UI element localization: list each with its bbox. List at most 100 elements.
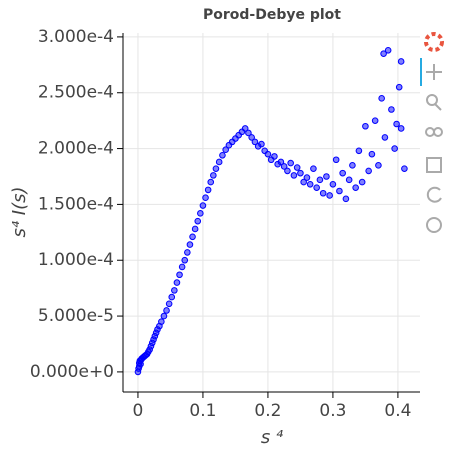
data-point — [355, 147, 363, 155]
wheel-zoom-icon — [433, 127, 443, 137]
data-point — [303, 174, 311, 181]
data-point — [204, 186, 212, 194]
data-point — [251, 138, 259, 146]
data-point — [365, 167, 372, 175]
data-point — [336, 187, 343, 195]
data-point — [397, 58, 405, 65]
data-point — [258, 140, 265, 148]
data-point — [342, 195, 350, 203]
chart-title: Porod-Debye plot — [203, 7, 341, 23]
data-point — [280, 163, 288, 170]
x-tick-label: 0.3 — [319, 401, 346, 421]
reset-tool[interactable] — [426, 186, 442, 203]
data-point — [391, 145, 398, 152]
y-axis-label: s⁴ I(s) — [9, 186, 30, 237]
data-point — [378, 95, 385, 102]
data-point — [202, 194, 209, 202]
data-point — [368, 150, 376, 158]
data-point — [397, 125, 405, 132]
data-point — [165, 300, 173, 308]
data-point — [393, 120, 400, 128]
x-tick-label: 0.2 — [254, 401, 281, 421]
bokeh-logo — [424, 32, 444, 52]
data-point — [160, 312, 168, 320]
data-point — [189, 233, 196, 241]
data-point — [222, 146, 229, 153]
data-point — [248, 134, 255, 141]
y-tick-label: 3.000e-4 — [38, 27, 114, 47]
data-point — [401, 165, 408, 172]
data-point — [339, 169, 346, 177]
help-tool[interactable] — [426, 217, 442, 233]
data-point — [284, 167, 291, 175]
x-tick-label: 0.1 — [189, 401, 216, 421]
data-point — [362, 122, 369, 130]
data-point — [381, 134, 389, 141]
data-point — [245, 129, 252, 137]
data-point — [371, 117, 379, 124]
data-point — [380, 50, 387, 57]
data-point — [300, 178, 307, 186]
data-point — [310, 165, 317, 172]
box-zoom-handle — [434, 103, 442, 111]
data-point — [375, 162, 382, 169]
data-point — [181, 256, 189, 264]
data-point — [326, 192, 333, 199]
data-point — [199, 202, 207, 209]
y-tick-label: 5.000e-5 — [38, 306, 114, 326]
y-tick-label: 1.500e-4 — [38, 194, 114, 214]
data-point — [210, 172, 217, 179]
data-point — [178, 263, 186, 271]
y-tick-label: 2.500e-4 — [38, 83, 114, 103]
pan-tool[interactable] — [426, 64, 442, 80]
data-point — [329, 181, 337, 188]
data-point — [287, 159, 294, 167]
data-point — [345, 176, 353, 184]
data-point — [191, 225, 199, 233]
data-point — [168, 293, 176, 301]
active-indicator — [420, 58, 422, 86]
data-point — [277, 158, 285, 166]
data-point — [186, 241, 194, 248]
data-point — [184, 249, 191, 256]
data-point — [197, 210, 204, 217]
data-point — [306, 181, 314, 188]
data-point — [241, 125, 249, 132]
data-point — [271, 153, 278, 160]
data-point — [207, 178, 215, 186]
data-point — [323, 173, 330, 180]
data-point — [163, 307, 170, 314]
x-tick-label: 0.4 — [384, 401, 411, 421]
x-axis-label: s ⁴ — [261, 427, 284, 448]
data-point — [194, 217, 202, 225]
data-point — [332, 156, 340, 164]
data-point — [352, 184, 359, 191]
data-point — [212, 165, 220, 172]
y-tick-label: 2.000e-4 — [38, 139, 114, 159]
data-point — [293, 164, 301, 171]
data-point — [319, 189, 327, 197]
data-point — [358, 178, 366, 186]
data-point — [264, 150, 272, 158]
data-point — [349, 162, 356, 169]
y-tick-label: 1.000e-4 — [38, 250, 114, 270]
data-point — [388, 106, 395, 113]
x-tick-label: 0 — [133, 401, 144, 421]
data-point — [395, 83, 403, 91]
data-point — [176, 271, 183, 279]
wheel-zoom-tool[interactable] — [425, 127, 435, 137]
save-tool[interactable] — [426, 157, 442, 173]
toolbar — [420, 32, 444, 233]
box-zoom-tool[interactable] — [426, 94, 438, 106]
data-point — [290, 172, 298, 179]
data-point — [219, 151, 226, 159]
data-point — [215, 158, 223, 166]
data-point — [158, 318, 165, 325]
y-tick-label: 0.000e+0 — [30, 362, 114, 382]
data-point — [173, 279, 181, 286]
data-point — [384, 47, 392, 54]
data-point — [316, 176, 324, 184]
data-point — [297, 169, 304, 177]
data-point — [171, 287, 178, 294]
